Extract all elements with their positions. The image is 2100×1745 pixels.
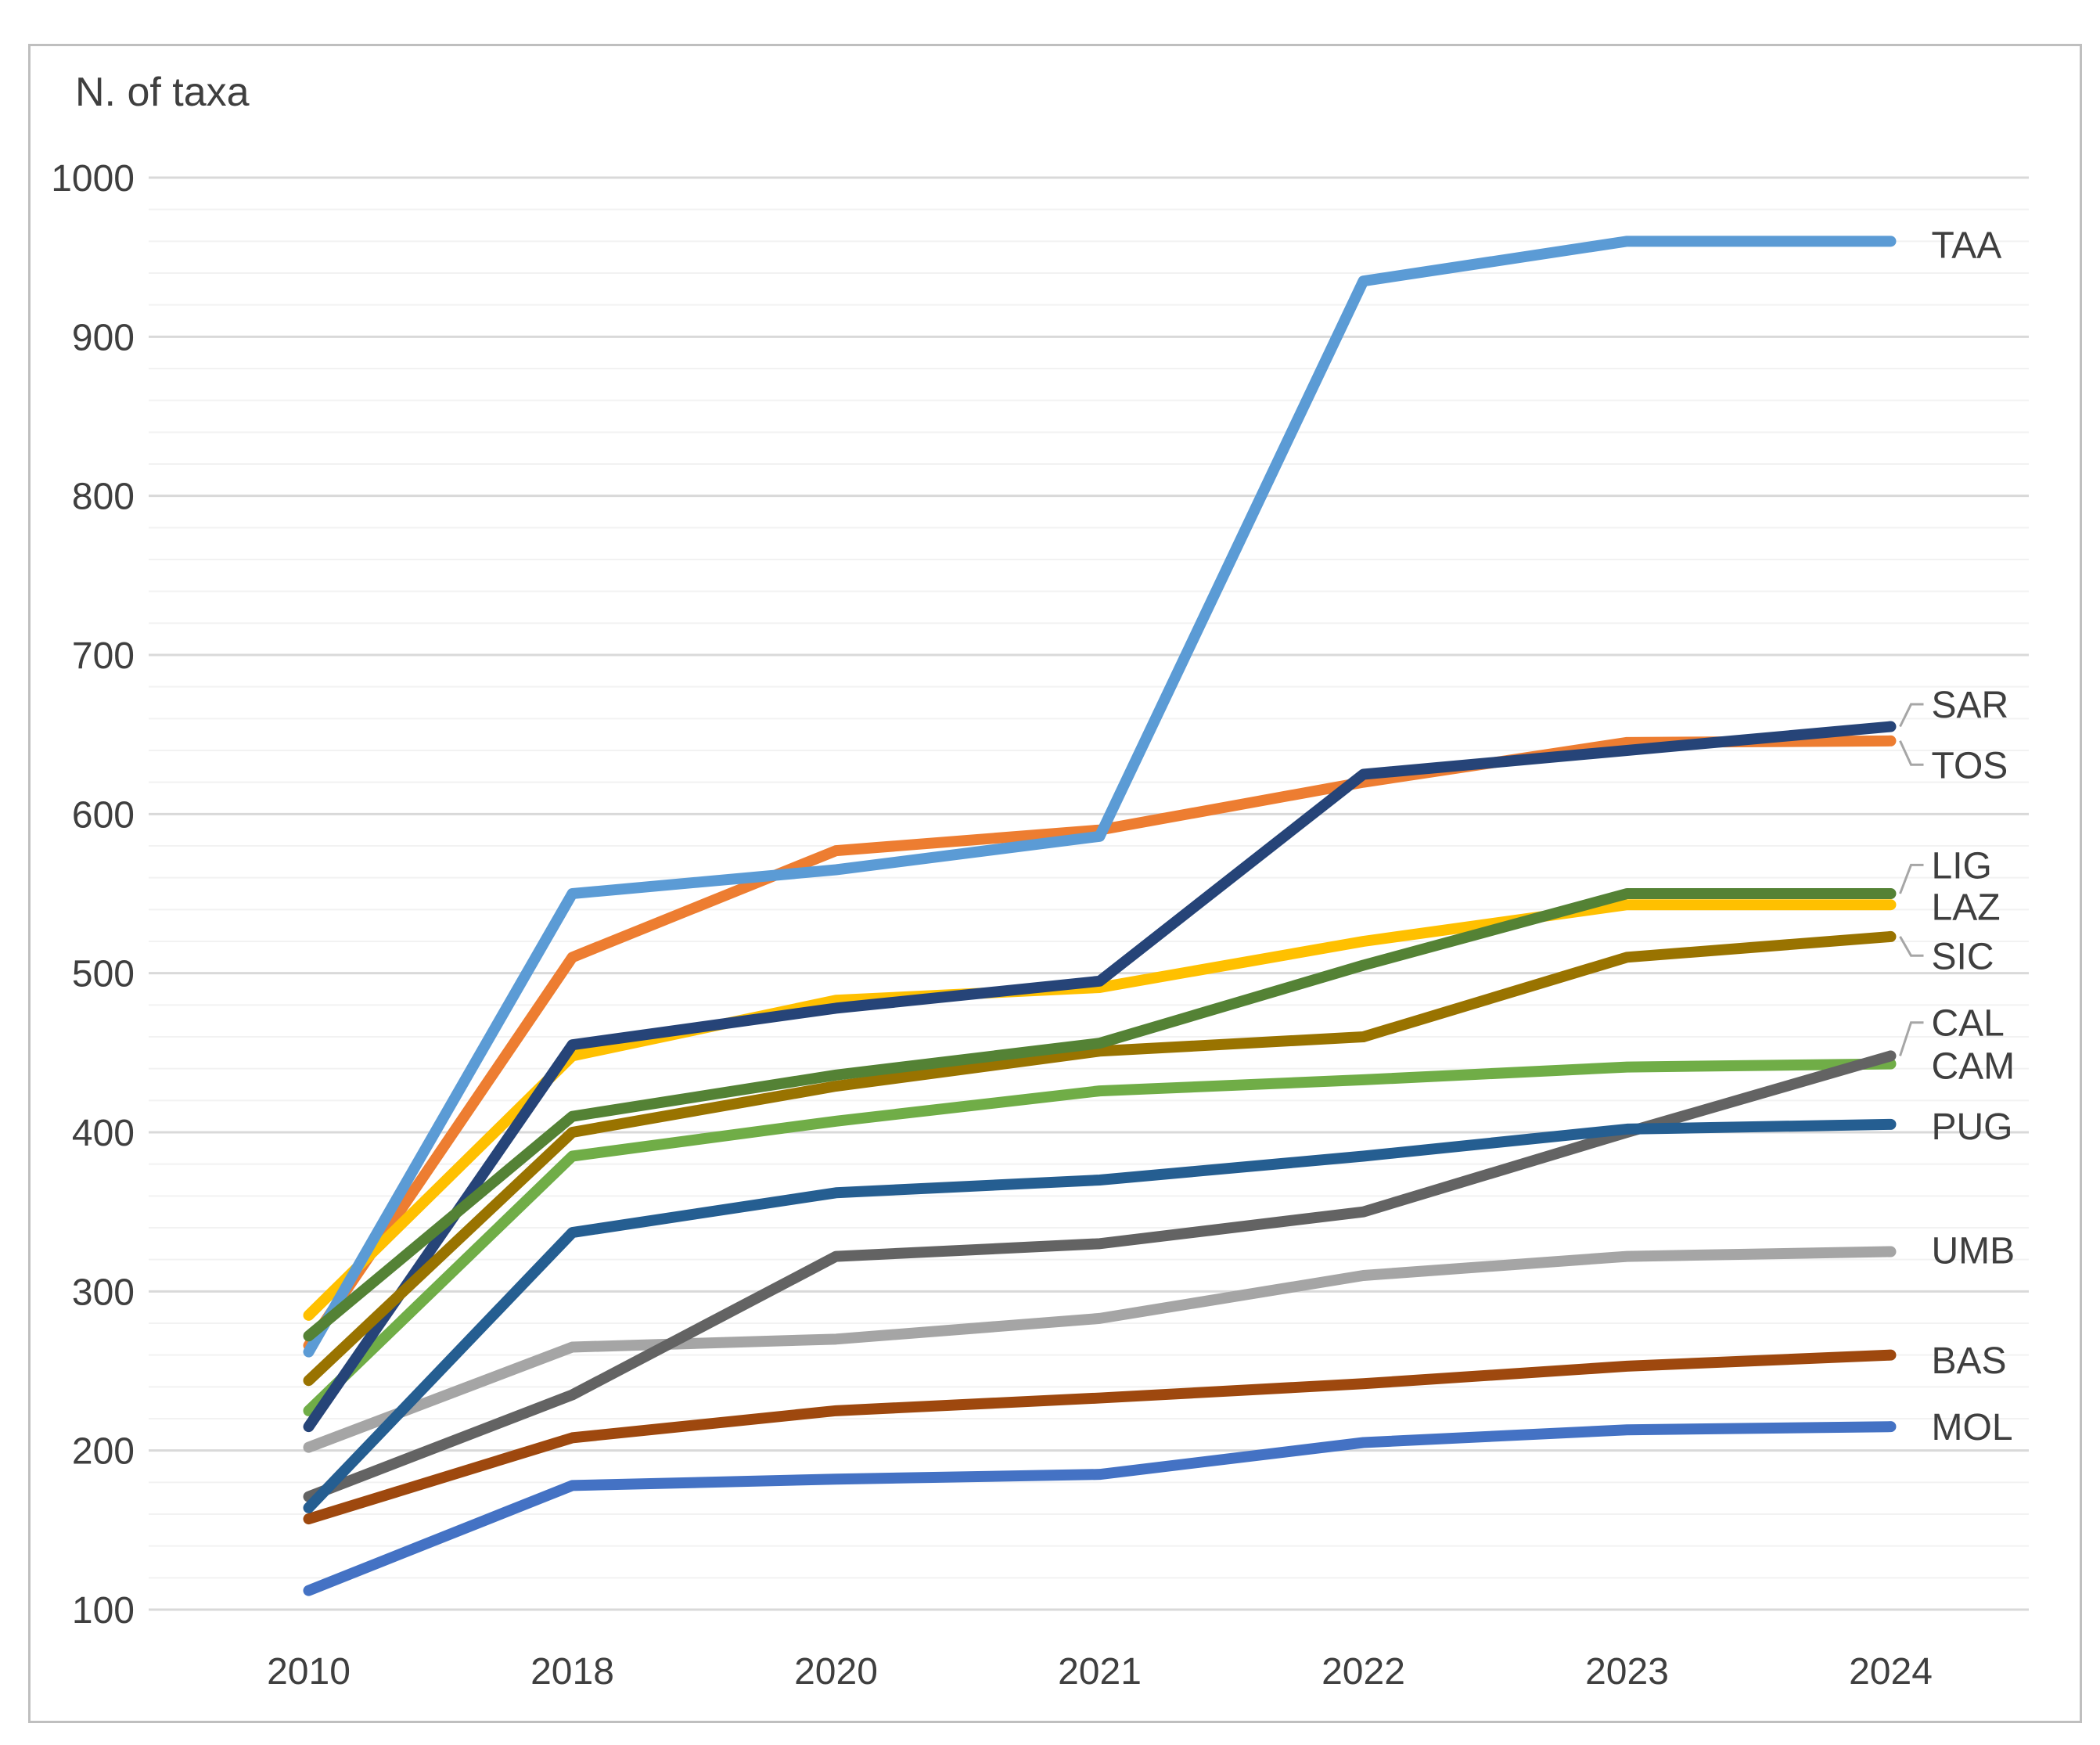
series-end-label-PUG: PUG [1932,1106,2013,1148]
series-line-PUG [303,1118,1897,1513]
series-line-TAA [303,236,1897,1358]
series-end-label-TAA: TAA [1932,225,2002,266]
y-tick-label: 200 [72,1431,135,1473]
y-tick-label: 900 [72,317,135,358]
series-end-label-BAS: BAS [1932,1340,2007,1382]
series-line-LIG [303,888,1897,1342]
y-tick-label: 800 [72,477,135,518]
chart-title: N. of taxa [75,70,250,115]
series-end-label-UMB: UMB [1932,1230,2015,1272]
y-tick-label: 400 [72,1113,135,1154]
x-tick-label: 2020 [794,1651,878,1693]
y-tick-label: 500 [72,954,135,995]
y-tick-label: 1000 [51,158,135,200]
series-end-label-TOS: TOS [1932,745,2008,786]
series-end-label-LAZ: LAZ [1932,887,2001,928]
x-tick-label: 2010 [267,1651,351,1693]
x-tick-label: 2018 [530,1651,614,1693]
series-end-label-CAM: CAM [1932,1046,2015,1088]
series-end-label-MOL: MOL [1932,1407,2013,1448]
y-tick-label: 600 [72,794,135,836]
series-end-label-SAR: SAR [1932,685,2009,726]
x-tick-label: 2023 [1585,1651,1669,1693]
y-tick-label: 700 [72,635,135,677]
series-line-SIC [303,930,1897,1387]
series-end-label-CAL: CAL [1932,1003,2005,1045]
x-tick-label: 2024 [1849,1651,1933,1693]
legend-callout-CAL [1899,1021,1924,1056]
series-line-UMB [303,1246,1897,1453]
legend-callout-LIG [1899,863,1924,894]
y-tick-label: 100 [72,1590,135,1632]
legend-callout-SIC [1899,936,1924,957]
y-tick-label: 300 [72,1272,135,1313]
series-end-label-LIG: LIG [1932,845,1992,887]
series-line-CAM [303,1058,1897,1416]
x-tick-label: 2022 [1321,1651,1405,1693]
series-line-SAR [303,721,1897,1433]
series-line-LAZ [303,899,1897,1321]
series-end-label-SIC: SIC [1932,936,1994,977]
legend-callout-SAR [1899,703,1924,728]
series-line-MOL [303,1421,1897,1596]
x-tick-label: 2021 [1058,1651,1142,1693]
series-line-BAS [303,1349,1897,1525]
legend-callout-TOS [1899,740,1924,766]
